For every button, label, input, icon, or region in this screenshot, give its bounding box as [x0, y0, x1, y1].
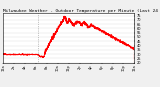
Text: Milwaukee Weather - Outdoor Temperature per Minute (Last 24 Hours): Milwaukee Weather - Outdoor Temperature …	[3, 9, 160, 13]
